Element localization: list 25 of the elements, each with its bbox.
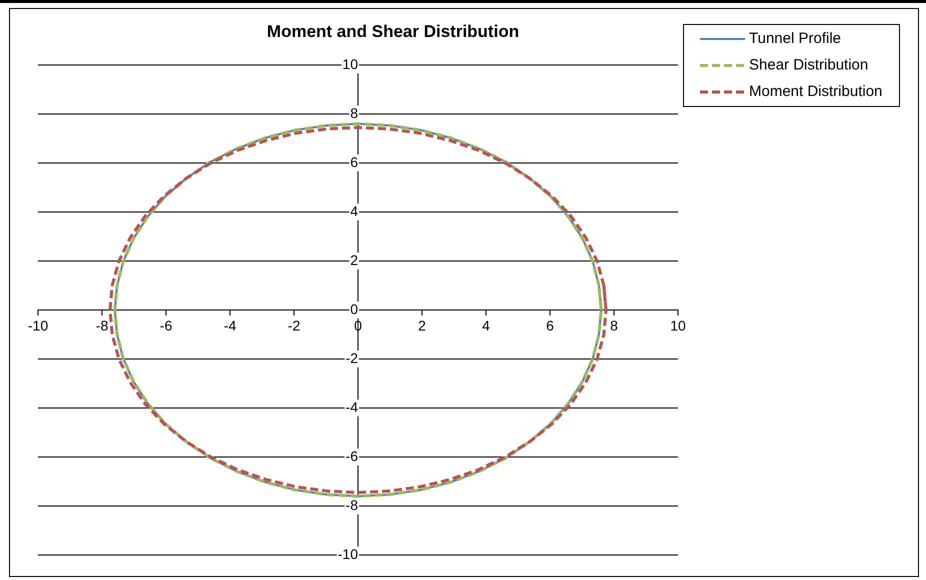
x-tick-label: -8 [96,317,108,334]
legend-label: Shear Distribution [749,56,868,74]
x-tick-label: -10 [28,317,48,334]
x-tick-label: -4 [224,317,236,334]
y-tick-label: -4 [346,398,358,415]
x-tick-label: 8 [610,317,618,334]
y-tick-label: 10 [342,56,358,72]
x-tick-label: -2 [288,317,300,334]
y-tick-label: 0 [350,300,358,317]
y-tick-label: 4 [350,202,358,219]
y-tick-label: 8 [350,104,358,121]
chart-title: Moment and Shear Distribution [266,22,520,41]
legend-label: Tunnel Profile [749,30,841,48]
y-tick-label: -10 [338,546,358,562]
y-tick-label: -2 [346,350,358,366]
y-tick-label: 2 [350,252,358,268]
legend-label: Moment Distribution [749,83,882,100]
x-tick-label: -6 [160,317,172,334]
x-tick-label: 2 [418,317,426,334]
y-tick-label: 6 [350,154,358,170]
y-tick-label: -8 [346,496,358,513]
y-tick-label: -6 [346,448,358,464]
x-tick-label: 6 [546,317,554,334]
x-tick-label: 4 [482,317,490,334]
x-tick-label: 10 [670,317,686,334]
